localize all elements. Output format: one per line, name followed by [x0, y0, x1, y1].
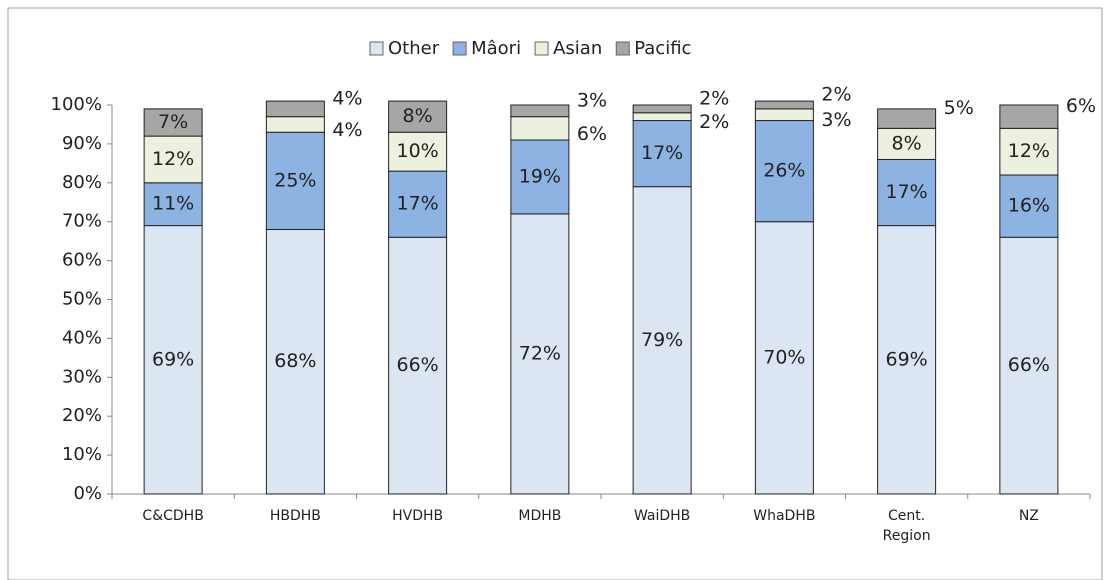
bar-segment [877, 225, 937, 495]
y-tick-label: 100% [51, 94, 102, 115]
bar-segment [510, 116, 570, 141]
y-tick-label: 40% [62, 327, 102, 348]
x-tick-label: C&CDHB [142, 508, 204, 524]
data-label: 2% [699, 111, 729, 133]
y-tick-label: 70% [62, 211, 102, 232]
data-label: 8% [892, 132, 922, 154]
data-label: 3% [577, 89, 607, 111]
data-label: 69% [886, 348, 928, 370]
legend-label: Pacific [634, 38, 691, 59]
data-label: 26% [763, 160, 805, 182]
y-tick-label: 50% [62, 289, 102, 310]
data-label: 25% [274, 169, 316, 191]
data-label: 10% [397, 140, 439, 162]
data-label: 17% [886, 181, 928, 203]
data-label: 8% [403, 105, 433, 127]
bar-segment [877, 127, 937, 160]
bar-segment [632, 120, 692, 188]
bar-segment [388, 170, 448, 238]
legend-swatch [452, 41, 467, 56]
legend-label: Asian [553, 38, 602, 59]
y-tick-label: 80% [62, 172, 102, 193]
x-tick-label: HVDHB [392, 508, 444, 524]
data-label: 7% [158, 111, 188, 133]
data-label: 69% [152, 348, 194, 370]
y-tick-label: 10% [62, 444, 102, 465]
data-label: 16% [1008, 195, 1050, 217]
bar-segment [999, 236, 1059, 495]
y-tick-label: 30% [62, 366, 102, 387]
bar-segment [877, 108, 937, 129]
data-label: 70% [763, 346, 805, 368]
bar-segment [510, 104, 570, 118]
data-label: 11% [152, 193, 194, 215]
data-label: 4% [332, 87, 362, 109]
data-label: 19% [519, 165, 561, 187]
data-label: 5% [944, 97, 974, 119]
data-label: 17% [397, 193, 439, 215]
y-tick-label: 20% [62, 405, 102, 426]
bar-segment [143, 108, 203, 137]
data-label: 66% [397, 354, 439, 376]
legend-label: Mâori [471, 38, 521, 59]
x-tick-label: Cent. Region [882, 508, 931, 544]
data-label: 66% [1008, 354, 1050, 376]
data-label: 6% [1066, 95, 1096, 117]
legend-label: Other [388, 38, 440, 59]
data-label: 6% [577, 123, 607, 145]
bar-segment [388, 131, 448, 172]
bar-segment [388, 236, 448, 495]
data-label: 3% [821, 109, 851, 131]
bar-segment [999, 174, 1059, 238]
bar-segment [632, 104, 692, 114]
data-label: 68% [274, 350, 316, 372]
x-tick-label: MDHB [518, 508, 562, 524]
legend-swatch [534, 41, 549, 56]
y-tick-label: 0% [73, 483, 102, 504]
x-tick-label: NZ [1018, 508, 1039, 524]
data-label: 79% [641, 329, 683, 351]
y-tick-label: 60% [62, 250, 102, 271]
data-label: 72% [519, 342, 561, 364]
bar-segment [265, 228, 325, 495]
legend-swatch [369, 41, 384, 56]
bar-segment [999, 104, 1059, 129]
bar-segment [999, 127, 1059, 176]
bar-segment [265, 131, 325, 230]
bar-segment [754, 108, 814, 122]
data-label: 4% [332, 119, 362, 141]
data-label: 17% [641, 142, 683, 164]
bar-segment [265, 100, 325, 118]
bar-segment [388, 100, 448, 133]
data-label: 12% [152, 148, 194, 170]
legend-swatch [615, 41, 630, 56]
bar-segment [632, 186, 692, 495]
bar-segment [754, 100, 814, 110]
data-label: 2% [821, 84, 851, 106]
bar-segment [265, 116, 325, 133]
data-label: 12% [1008, 140, 1050, 162]
bar-segment [632, 112, 692, 122]
x-tick-label: HBDHB [269, 508, 321, 524]
bar-segment [877, 158, 937, 227]
x-tick-label: WaiDHB [633, 508, 691, 524]
x-tick-label: WhaDHB [753, 508, 816, 524]
data-label: 2% [699, 87, 729, 109]
y-tick-label: 90% [62, 133, 102, 154]
